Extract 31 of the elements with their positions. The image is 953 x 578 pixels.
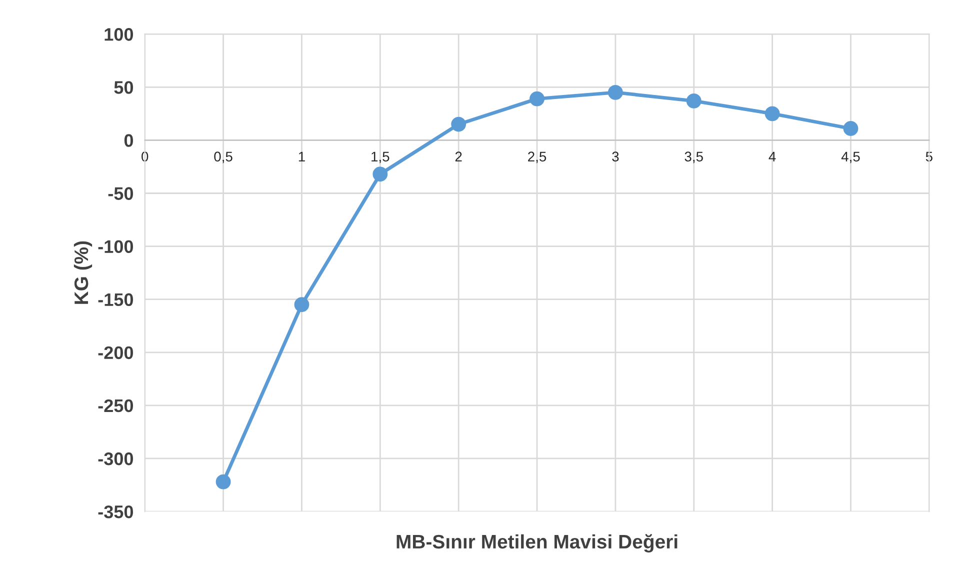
x-tick-label: 3 [612,152,619,162]
y-tick-label: -50 [108,187,134,200]
x-tick-label: 4 [768,152,776,162]
point [764,106,780,122]
x-tick-label: 2,5 [528,152,546,164]
point [686,93,702,108]
y-tick-label: -150 [98,293,134,306]
y-tick-label: -200 [98,346,134,360]
point [372,166,388,182]
x-tick-label: 3,5 [684,152,703,164]
x-tick-label: 0 [142,152,148,162]
y-tick-label: -350 [98,505,134,518]
y-tick-label: 0 [124,134,134,147]
x-tick-label: 2 [455,152,462,162]
point [216,474,231,490]
x-axis-title: MB-Sınır Metilen Mavisi Değeri [396,534,678,553]
y-tick-label: 50 [114,81,134,94]
x-tick-label: 1,5 [372,152,390,164]
x-tick-label: 0,5 [214,152,232,164]
y-axis-title: KG (%) [74,241,92,304]
y-tick-label: -100 [98,240,134,254]
point [530,91,544,106]
y-tick-label: -300 [98,452,134,466]
x-tick-label: 4,5 [841,152,860,164]
point [451,116,466,132]
point [294,297,310,312]
y-tick-label: -250 [98,399,134,412]
x-tick-label: 1 [298,152,305,162]
y-tick-label: 100 [104,28,134,41]
point [608,84,623,100]
point [843,121,858,136]
